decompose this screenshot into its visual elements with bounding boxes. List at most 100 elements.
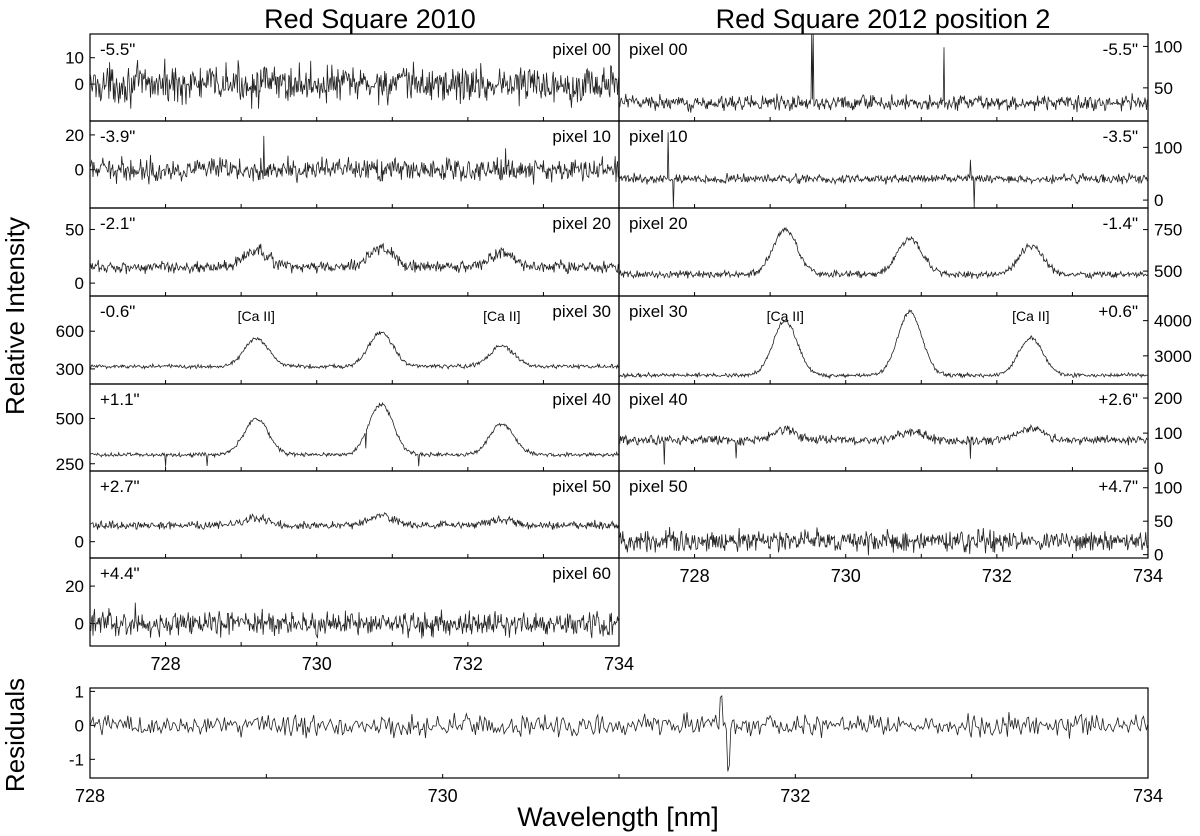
panel-frame <box>89 470 620 559</box>
x-tick-label: 730 <box>428 786 458 806</box>
spectrum-line <box>89 135 620 185</box>
pixel-label: pixel 00 <box>629 40 688 59</box>
offset-label: +2.6" <box>1098 390 1138 409</box>
pixel-label: pixel 20 <box>552 214 611 233</box>
y-tick-label: 0 <box>75 716 84 735</box>
offset-label: -0.6" <box>100 302 135 321</box>
spectrum-line <box>618 226 1149 280</box>
x-tick-label: 734 <box>604 654 634 674</box>
pixel-label: pixel 50 <box>552 477 611 496</box>
spectrum-panel: 0 +2.7" pixel 50 <box>75 470 620 559</box>
spectrum-line <box>618 424 1149 465</box>
x-tick-label: 732 <box>982 566 1012 586</box>
y-tick-label: 500 <box>56 409 84 428</box>
x-tick-label: 732 <box>453 654 483 674</box>
y-tick-label: 750 <box>1154 221 1182 240</box>
x-tick-label: 734 <box>1133 566 1163 586</box>
offset-label: +4.7" <box>1098 477 1138 496</box>
pixel-label: pixel 00 <box>552 40 611 59</box>
y-tick-label: 100 <box>1154 424 1182 443</box>
spectrum-line <box>89 602 620 639</box>
pixel-label: pixel 50 <box>629 477 688 496</box>
offset-label: +4.4" <box>100 564 140 583</box>
panel-frame <box>89 120 620 209</box>
y-tick-label: 0 <box>1154 459 1163 478</box>
y-tick-label: 20 <box>65 577 84 596</box>
pixel-label: pixel 10 <box>629 127 688 146</box>
y-tick-label: 0 <box>75 161 84 180</box>
spectrum-panel: 250 500 +1.1" pixel 40 <box>56 383 620 474</box>
y-tick-label: 0 <box>1154 546 1163 565</box>
spectrum-panel: 0 50 100 pixel 50 +4.7" <box>618 470 1182 565</box>
panel-frame <box>89 207 620 297</box>
panel-frame <box>89 687 1149 779</box>
ca-ii-label: [Ca II] <box>238 308 275 324</box>
x-tick-label: 730 <box>831 566 861 586</box>
y-tick-label: 300 <box>56 360 84 379</box>
panel-frame <box>89 295 620 385</box>
y-tick-label: 0 <box>1154 191 1163 210</box>
pixel-label: pixel 10 <box>552 127 611 146</box>
pixel-label: pixel 60 <box>552 564 611 583</box>
spectrum-line <box>618 308 1149 380</box>
y-tick-label: 4000 <box>1154 312 1192 331</box>
spectrum-panel: 0 10 -5.5" pixel 00 <box>65 33 620 122</box>
y-tick-label: 600 <box>56 322 84 341</box>
y-tick-label: 100 <box>1154 138 1182 157</box>
x-tick-label: 732 <box>780 786 810 806</box>
y-axis-label: Relative Intensity <box>0 217 30 415</box>
spectrum-line <box>89 694 1149 772</box>
offset-label: -2.1" <box>100 214 135 233</box>
spectrum-line <box>89 330 620 370</box>
panel-frame <box>618 120 1149 209</box>
spectrum-line <box>89 58 620 109</box>
y-tick-label: -1 <box>69 750 84 769</box>
y-tick-label: 200 <box>1154 389 1182 408</box>
y-tick-label: 0 <box>75 75 84 94</box>
offset-label: +0.6" <box>1098 302 1138 321</box>
y-tick-label: 20 <box>65 126 84 145</box>
residuals-y-axis-label: Residuals <box>0 678 30 792</box>
spectrum-panel: 300 600 -0.6" pixel 30 [Ca II] [Ca II] <box>56 295 620 385</box>
panel-frame <box>618 470 1149 559</box>
panel-frame <box>618 33 1149 122</box>
spectrum-line <box>89 242 620 275</box>
y-tick-label: 100 <box>1154 479 1182 498</box>
spectrum-line <box>89 512 620 531</box>
offset-label: -3.9" <box>100 127 135 146</box>
x-axis-label: Wavelength [nm] <box>517 802 719 832</box>
x-tick-label: 730 <box>302 654 332 674</box>
offset-label: -5.5" <box>1103 40 1138 59</box>
column-title-right: Red Square 2012 position 2 <box>716 4 1051 34</box>
y-tick-label: 0 <box>75 533 84 552</box>
offset-label: -1.4" <box>1103 214 1138 233</box>
y-tick-label: 50 <box>1154 79 1173 98</box>
spectrum-panel: 0 100 200 pixel 40 +2.6" <box>618 383 1182 478</box>
ca-ii-label: [Ca II] <box>767 308 804 324</box>
y-tick-label: 0 <box>75 615 84 634</box>
y-tick-label: 500 <box>1154 262 1182 281</box>
x-tick-label: 728 <box>75 786 105 806</box>
spectrum-line <box>618 526 1149 556</box>
pixel-label: pixel 30 <box>629 302 688 321</box>
offset-label: -5.5" <box>100 40 135 59</box>
y-tick-label: 50 <box>1154 512 1173 531</box>
x-tick-label: 728 <box>680 566 710 586</box>
ca-ii-label: [Ca II] <box>1012 308 1049 324</box>
pixel-label: pixel 40 <box>552 390 611 409</box>
column-title-left: Red Square 2010 <box>264 4 476 34</box>
spectrum-panel: 0 20 -3.9" pixel 10 <box>65 120 620 209</box>
y-tick-label: 100 <box>1154 37 1182 56</box>
spectrum-panel: 0 100 pixel 10 -3.5" <box>618 120 1182 210</box>
offset-label: +2.7" <box>100 477 140 496</box>
panel-frame <box>618 383 1149 472</box>
spectrum-panel: 0 50 -2.1" pixel 20 <box>65 207 620 297</box>
pixel-label: pixel 30 <box>552 302 611 321</box>
spectrum-line <box>89 402 620 467</box>
spectrum-line <box>618 132 1149 209</box>
y-tick-label: 3000 <box>1154 347 1192 366</box>
y-tick-label: 0 <box>75 274 84 293</box>
panel-frame <box>89 383 620 472</box>
